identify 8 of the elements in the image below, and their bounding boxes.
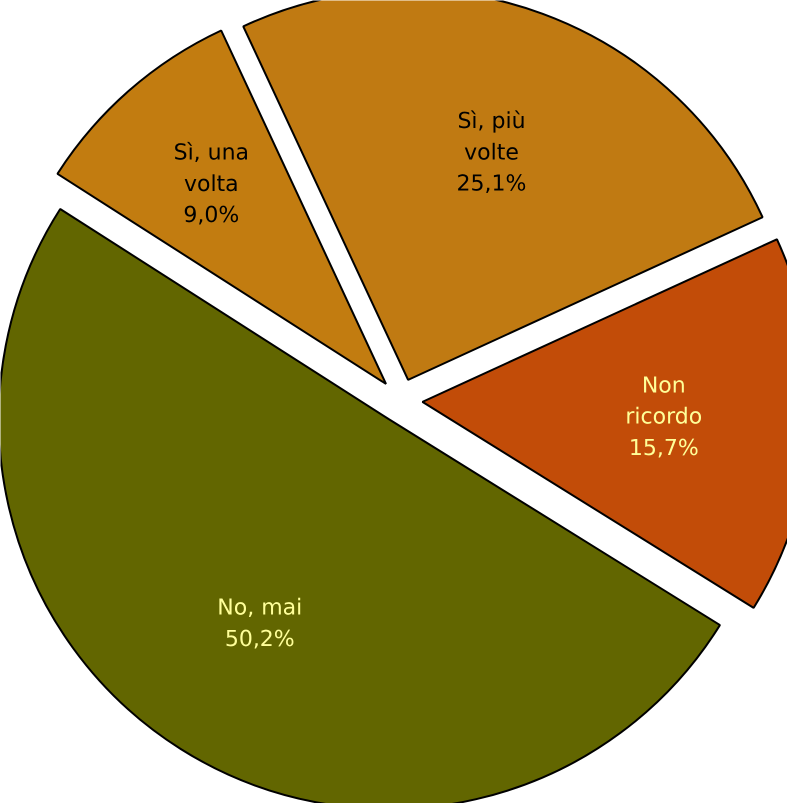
- slice-label: Non ricordo: [625, 373, 702, 430]
- data-label: 15,7%: [628, 436, 699, 461]
- slice-label: Sì, più volte: [457, 109, 526, 166]
- slice-label: Sì, una volta: [174, 140, 250, 197]
- data-label: 9,0%: [183, 203, 240, 228]
- data-label: 25,1%: [456, 172, 526, 197]
- slice-label: No, mai: [217, 596, 302, 621]
- data-label: 50,2%: [224, 626, 295, 652]
